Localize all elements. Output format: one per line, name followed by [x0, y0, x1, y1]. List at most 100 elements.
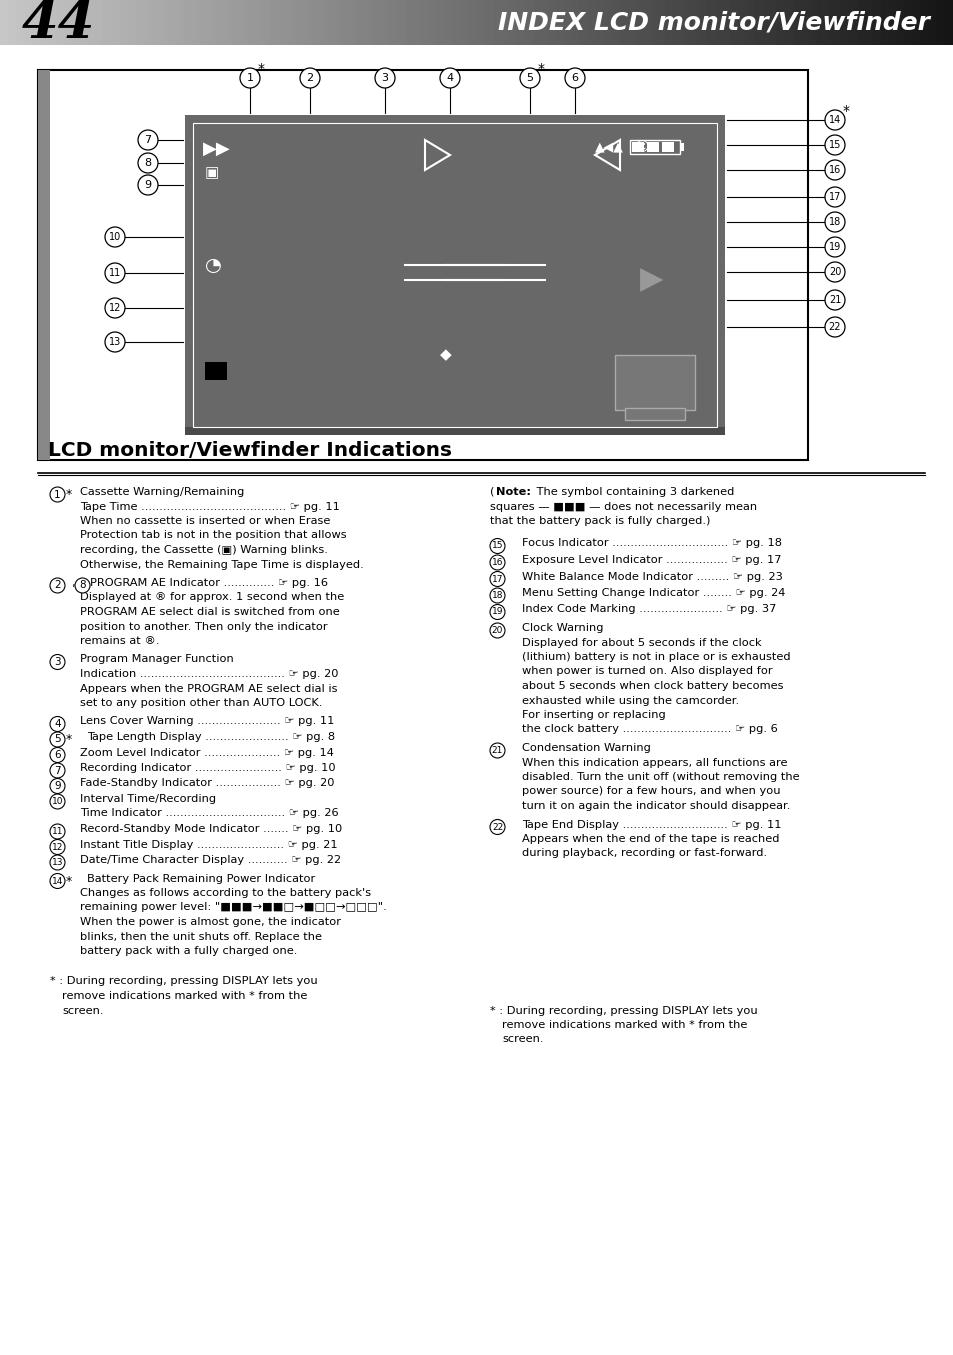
- Text: 21: 21: [828, 295, 841, 305]
- Text: White Balance Mode Indicator ......... ☞ pg. 23: White Balance Mode Indicator ......... ☞…: [521, 572, 782, 581]
- Bar: [631, 142, 643, 152]
- Text: 15: 15: [491, 542, 503, 550]
- Circle shape: [50, 824, 65, 839]
- Text: Indication ........................................ ☞ pg. 20: Indication .............................…: [80, 669, 338, 679]
- Text: remove indications marked with * from the: remove indications marked with * from th…: [62, 991, 307, 1001]
- Text: 17: 17: [491, 575, 503, 584]
- Circle shape: [50, 794, 65, 809]
- Text: Protection tab is not in the position that allows: Protection tab is not in the position th…: [80, 531, 346, 541]
- Bar: [193, 123, 717, 427]
- Circle shape: [519, 68, 539, 88]
- Text: Lens Cover Warning ....................... ☞ pg. 11: Lens Cover Warning .....................…: [80, 717, 334, 726]
- Circle shape: [824, 237, 844, 257]
- Text: blinks, then the unit shuts off. Replace the: blinks, then the unit shuts off. Replace…: [80, 931, 322, 942]
- Text: 20: 20: [492, 626, 502, 635]
- Circle shape: [490, 820, 504, 835]
- Bar: [38, 70, 50, 459]
- Text: 21: 21: [492, 747, 502, 755]
- Text: Displayed for about 5 seconds if the clock: Displayed for about 5 seconds if the clo…: [521, 637, 760, 648]
- Text: 8: 8: [144, 159, 152, 168]
- Text: 18: 18: [828, 217, 841, 228]
- Circle shape: [490, 572, 504, 587]
- Circle shape: [50, 732, 65, 747]
- Circle shape: [240, 68, 260, 88]
- Text: 9: 9: [54, 780, 61, 791]
- Text: 16: 16: [828, 165, 841, 175]
- Text: Otherwise, the Remaining Tape Time is displayed.: Otherwise, the Remaining Tape Time is di…: [80, 560, 363, 569]
- Text: Clock Warning: Clock Warning: [521, 623, 603, 633]
- Circle shape: [564, 68, 584, 88]
- Text: 19: 19: [491, 607, 503, 617]
- Text: LCD monitor/Viewfinder Indications: LCD monitor/Viewfinder Indications: [48, 440, 452, 459]
- Text: 5: 5: [54, 734, 61, 744]
- Text: remove indications marked with * from the: remove indications marked with * from th…: [501, 1020, 746, 1030]
- Circle shape: [75, 579, 90, 593]
- Circle shape: [50, 779, 65, 794]
- Text: 2: 2: [306, 73, 314, 83]
- Text: Tape Time ........................................ ☞ pg. 11: Tape Time ..............................…: [80, 501, 339, 511]
- Bar: [615, 355, 695, 411]
- Text: Date/Time Character Display ........... ☞ pg. 22: Date/Time Character Display ........... …: [80, 855, 341, 864]
- Circle shape: [824, 290, 844, 310]
- Text: PROGRAM AE Indicator .............. ☞ pg. 16: PROGRAM AE Indicator .............. ☞ pg…: [90, 579, 328, 588]
- Circle shape: [824, 187, 844, 207]
- Text: about 5 seconds when clock battery becomes: about 5 seconds when clock battery becom…: [521, 682, 782, 691]
- Text: 9: 9: [144, 180, 152, 190]
- Circle shape: [105, 298, 125, 318]
- Text: *: *: [537, 62, 544, 76]
- Text: The symbol containing 3 darkened: The symbol containing 3 darkened: [533, 486, 734, 497]
- Text: Appears when the end of the tape is reached: Appears when the end of the tape is reac…: [521, 833, 779, 844]
- Text: 4: 4: [446, 73, 453, 83]
- Text: Time Indicator ................................. ☞ pg. 26: Time Indicator .........................…: [80, 809, 338, 818]
- Text: 17: 17: [828, 192, 841, 202]
- Circle shape: [50, 717, 65, 732]
- Text: disabled. Turn the unit off (without removing the: disabled. Turn the unit off (without rem…: [521, 772, 799, 782]
- Circle shape: [138, 175, 158, 195]
- Text: Tape End Display ............................. ☞ pg. 11: Tape End Display .......................…: [521, 820, 781, 829]
- Text: Appears when the PROGRAM AE select dial is: Appears when the PROGRAM AE select dial …: [80, 683, 337, 694]
- Text: 13: 13: [51, 858, 63, 867]
- Text: * : During recording, pressing DISPLAY lets you: * : During recording, pressing DISPLAY l…: [490, 1005, 757, 1015]
- Circle shape: [490, 588, 504, 603]
- Circle shape: [824, 262, 844, 282]
- Text: turn it on again the indicator should disappear.: turn it on again the indicator should di…: [521, 801, 789, 812]
- Text: squares — ■■■ — does not necessarily mean: squares — ■■■ — does not necessarily mea…: [490, 501, 757, 511]
- Circle shape: [50, 486, 65, 501]
- Circle shape: [105, 228, 125, 247]
- Text: 16: 16: [491, 558, 503, 566]
- Text: Focus Indicator ................................ ☞ pg. 18: Focus Indicator ........................…: [521, 538, 781, 549]
- Bar: [624, 408, 684, 420]
- Circle shape: [50, 840, 65, 855]
- Text: When the power is almost gone, the indicator: When the power is almost gone, the indic…: [80, 917, 340, 927]
- Text: 7: 7: [144, 136, 152, 145]
- Text: 14: 14: [51, 877, 63, 886]
- Text: ▶: ▶: [639, 266, 662, 294]
- Text: set to any position other than AUTO LOCK.: set to any position other than AUTO LOCK…: [80, 698, 322, 709]
- Text: 22: 22: [828, 322, 841, 332]
- Text: INDEX LCD monitor/Viewfinder: INDEX LCD monitor/Viewfinder: [497, 11, 929, 35]
- Text: ▣: ▣: [205, 165, 219, 180]
- Circle shape: [50, 579, 65, 593]
- Text: 10: 10: [51, 797, 63, 806]
- Circle shape: [824, 110, 844, 130]
- Circle shape: [824, 136, 844, 154]
- Text: (: (: [490, 486, 494, 497]
- Text: Program Manager Function: Program Manager Function: [80, 654, 233, 664]
- Text: 11: 11: [51, 827, 63, 836]
- Text: 3: 3: [54, 657, 61, 667]
- Circle shape: [824, 160, 844, 180]
- Text: ,: ,: [71, 579, 79, 588]
- Circle shape: [490, 743, 504, 757]
- Text: position to another. Then only the indicator: position to another. Then only the indic…: [80, 622, 327, 631]
- Text: 14: 14: [828, 115, 841, 125]
- Circle shape: [105, 332, 125, 352]
- Text: exhausted while using the camcorder.: exhausted while using the camcorder.: [521, 695, 739, 706]
- Text: Battery Pack Remaining Power Indicator: Battery Pack Remaining Power Indicator: [87, 874, 314, 883]
- Text: Interval Time/Recording: Interval Time/Recording: [80, 794, 216, 804]
- Text: during playback, recording or fast-forward.: during playback, recording or fast-forwa…: [521, 848, 766, 859]
- Text: Displayed at ® for approx. 1 second when the: Displayed at ® for approx. 1 second when…: [80, 592, 344, 603]
- Circle shape: [50, 855, 65, 870]
- Text: Index Code Marking ....................... ☞ pg. 37: Index Code Marking .....................…: [521, 604, 776, 615]
- Circle shape: [105, 263, 125, 283]
- Text: 44: 44: [22, 0, 95, 49]
